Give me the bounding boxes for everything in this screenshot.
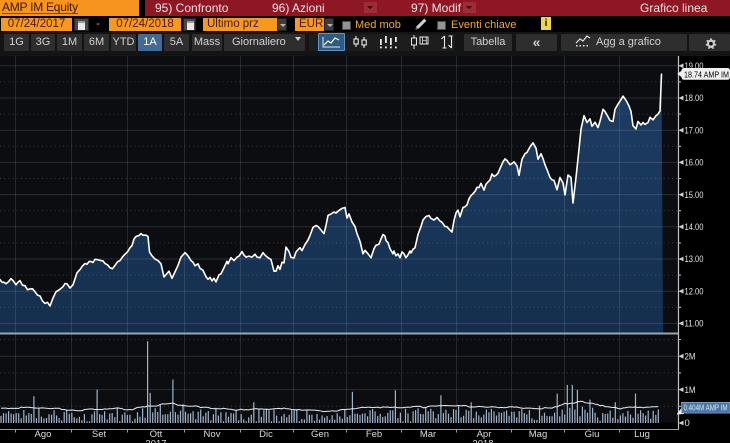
svg-text:Gen: Gen xyxy=(311,429,329,440)
svg-text:Giu: Giu xyxy=(585,429,600,440)
svg-text:17.00: 17.00 xyxy=(685,125,704,136)
svg-text:Feb: Feb xyxy=(366,429,382,440)
svg-text:1M: 1M xyxy=(685,385,696,396)
svg-text:18.00: 18.00 xyxy=(685,93,704,104)
svg-text:Ago: Ago xyxy=(35,429,52,440)
svg-text:12.00: 12.00 xyxy=(685,286,704,297)
svg-text:0: 0 xyxy=(685,418,690,429)
svg-text:Ott: Ott xyxy=(150,429,163,440)
svg-text:Mag: Mag xyxy=(529,429,547,440)
svg-text:18.74 AMP IM: 18.74 AMP IM xyxy=(684,69,729,79)
svg-text:Set: Set xyxy=(92,429,107,440)
svg-text:Mar: Mar xyxy=(420,429,436,440)
svg-text:0.404M AMP IM: 0.404M AMP IM xyxy=(684,404,728,413)
svg-text:19.00: 19.00 xyxy=(685,61,704,72)
svg-text:2M: 2M xyxy=(685,351,696,362)
svg-text:15.00: 15.00 xyxy=(685,190,704,201)
svg-text:14.00: 14.00 xyxy=(685,222,704,233)
svg-text:2018: 2018 xyxy=(472,439,493,443)
svg-text:2017: 2017 xyxy=(145,439,166,443)
svg-text:13.00: 13.00 xyxy=(685,254,704,265)
svg-text:H: H xyxy=(422,37,428,46)
svg-text:11.00: 11.00 xyxy=(685,319,704,330)
svg-text:16.00: 16.00 xyxy=(685,158,704,169)
svg-text:Lug: Lug xyxy=(634,429,650,440)
svg-text:Nov: Nov xyxy=(204,429,221,440)
svg-text:Dic: Dic xyxy=(259,429,273,440)
svg-text:Apr: Apr xyxy=(477,429,492,440)
